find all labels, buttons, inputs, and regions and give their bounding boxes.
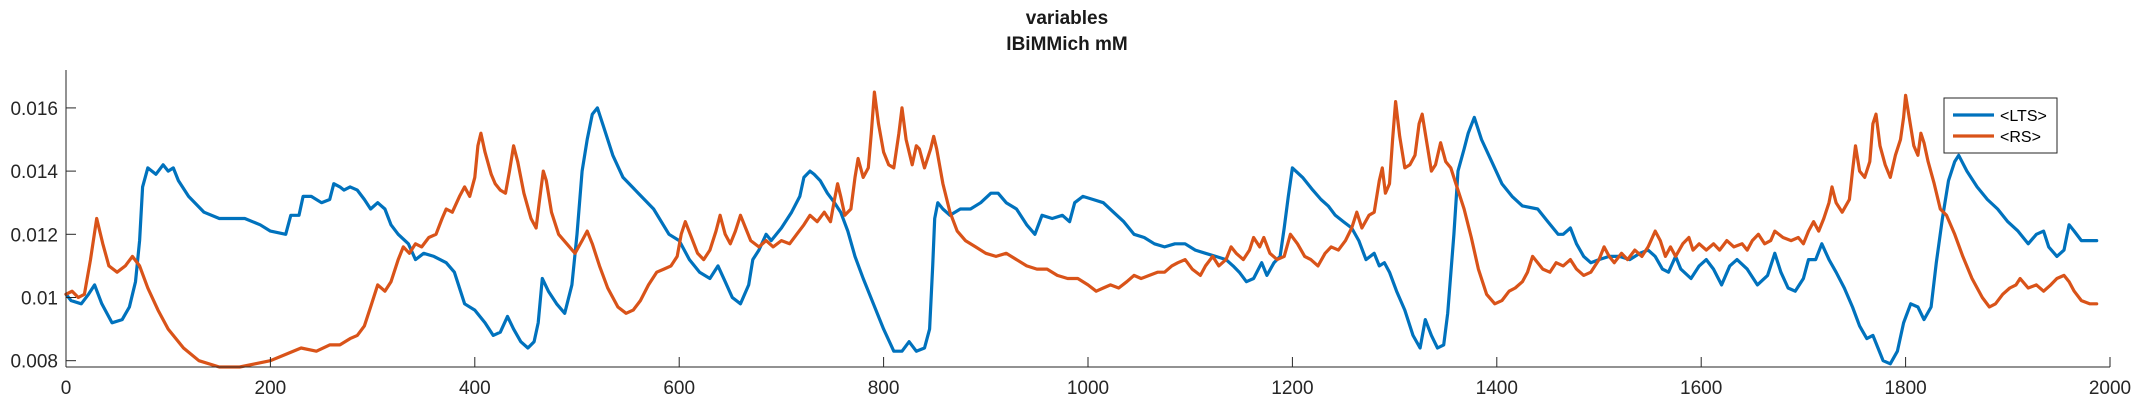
y-tick-label: 0.01 — [21, 288, 58, 309]
x-tick-label: 200 — [255, 378, 287, 399]
legend-box — [1943, 97, 2058, 154]
x-tick-label: 1600 — [1680, 378, 1722, 399]
y-tick-label: 0.012 — [10, 225, 58, 246]
series-line-rs — [64, 90, 2099, 369]
x-tick-label: 0 — [61, 378, 72, 399]
x-tick-label: 2000 — [2089, 378, 2131, 399]
x-tick-label: 1200 — [1271, 378, 1313, 399]
x-tick-label: 800 — [868, 378, 900, 399]
y-tick-label: 0.008 — [10, 352, 58, 373]
y-tick-label: 0.016 — [10, 99, 58, 120]
axes: 0 200 400 600 800 1000 1200 1400 1600 1800 2000 0.0… — [10, 70, 2131, 399]
legend-label: <RS> — [2000, 129, 2041, 146]
legend-label: <LTS> — [2000, 108, 2047, 125]
x-tick-label: 1400 — [1476, 378, 1518, 399]
y-tick-label: 0.014 — [10, 162, 58, 183]
x-tick-label: 400 — [459, 378, 491, 399]
series-line-lts — [64, 106, 2099, 366]
legend: <LTS> <RS> — [1943, 97, 2058, 154]
x-tick-label: 1000 — [1067, 378, 1109, 399]
chart-title: variables — [1026, 8, 1108, 29]
x-tick-label: 1800 — [1884, 378, 1926, 399]
x-tick-label: 600 — [663, 378, 695, 399]
series-layer — [64, 90, 2099, 369]
chart-subtitle: IBiMMich mM — [1006, 34, 1127, 55]
